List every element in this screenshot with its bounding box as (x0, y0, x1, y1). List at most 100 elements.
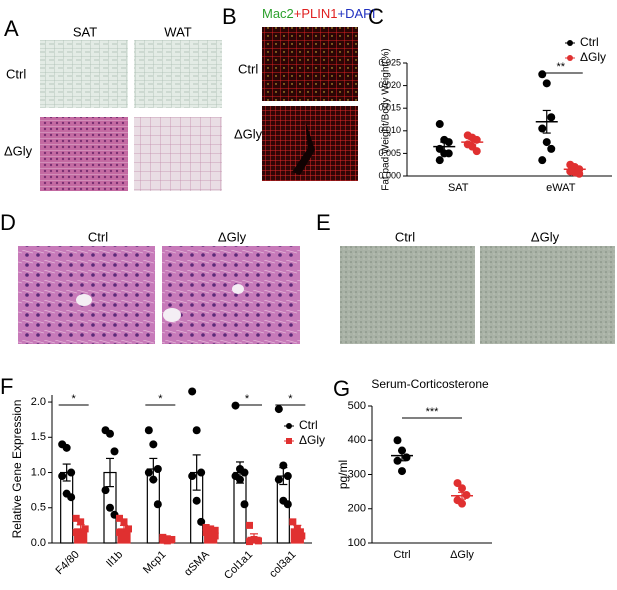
data-point (575, 169, 584, 178)
y-tick-label: 0.025 (378, 57, 401, 67)
stain-label: Mac2+PLIN1+DAPI (262, 6, 375, 21)
x-tick-label: αSMA (182, 548, 212, 578)
data-point (202, 528, 210, 536)
panel-label: B (222, 4, 237, 29)
column-label: Ctrl (88, 229, 108, 244)
data-point (283, 472, 292, 481)
data-point (153, 465, 162, 473)
data-point (402, 453, 411, 462)
data-point (192, 496, 201, 505)
y-axis-label: Fat pad Weight/Body Weight(%) (381, 48, 392, 190)
x-tick-label: F4/80 (53, 549, 81, 577)
data-point (202, 523, 210, 531)
histology-image (134, 117, 222, 191)
y-tick-label: 0.015 (378, 103, 401, 113)
data-point (207, 531, 215, 539)
data-point (77, 535, 85, 543)
y-tick-label: 1.0 (31, 466, 46, 478)
data-point (547, 113, 556, 122)
data-point (231, 401, 240, 410)
legend-marker (567, 40, 573, 46)
data-point (246, 521, 253, 529)
column-label: ΔGly (218, 229, 247, 244)
histology-image (40, 40, 128, 108)
data-point (289, 518, 297, 526)
vessel (232, 284, 244, 294)
data-point (538, 70, 547, 79)
panel-label: F (0, 374, 13, 399)
x-tick-label: Col1a1 (222, 549, 255, 582)
data-point (77, 518, 85, 526)
legend-marker (286, 423, 292, 429)
x-tick-label: col3a1 (267, 549, 298, 580)
data-point (125, 525, 132, 533)
data-point (67, 493, 76, 502)
data-point (398, 467, 406, 476)
data-point (538, 156, 547, 165)
y-tick-label: 100 (348, 537, 366, 549)
data-point (120, 532, 128, 540)
y-tick-label: 0.005 (378, 148, 401, 158)
data-point (542, 79, 551, 88)
significance-label: * (158, 393, 163, 405)
data-point (240, 500, 249, 509)
data-point (542, 138, 551, 147)
data-point (538, 124, 547, 133)
column-label: ΔGly (531, 229, 560, 244)
stain-part: +PLIN1 (294, 6, 338, 21)
data-point (458, 484, 466, 493)
data-point (72, 528, 80, 536)
data-point (62, 443, 71, 452)
legend-label: Ctrl (580, 35, 599, 49)
chart-title: Serum-Corticosterone (371, 377, 489, 391)
y-tick-label: 300 (348, 468, 366, 480)
panel-label: A (4, 16, 19, 41)
data-point (101, 486, 110, 495)
y-tick-label: 0.020 (378, 80, 401, 90)
data-point (435, 120, 444, 129)
data-point (472, 147, 481, 156)
data-point (149, 440, 158, 449)
data-point (106, 429, 114, 438)
data-point (144, 468, 153, 477)
data-point (453, 479, 462, 488)
data-point (211, 526, 219, 534)
y-tick-label: 0.000 (378, 170, 401, 180)
y-axis-label: pg/ml (336, 460, 350, 489)
data-point (444, 138, 453, 147)
data-point (81, 525, 89, 533)
data-point (144, 426, 153, 435)
legend-label: ΔGly (299, 433, 325, 447)
data-point (393, 436, 402, 445)
row-label: Ctrl (6, 66, 26, 81)
row-label: Ctrl (238, 61, 258, 76)
stain-part: Mac2 (262, 6, 294, 21)
x-tick-label: Il1b (104, 549, 125, 570)
x-tick-label: ΔGly (450, 549, 474, 561)
y-axis-label: Relative Gene Expression (10, 400, 24, 539)
data-point (67, 468, 76, 477)
data-point (458, 499, 466, 508)
data-point (283, 500, 292, 509)
data-point (207, 525, 215, 533)
data-point (163, 537, 171, 545)
x-tick-label: eWAT (546, 182, 576, 194)
legend-marker (567, 55, 573, 61)
data-point (393, 456, 402, 465)
histology-image (40, 117, 128, 191)
y-tick-label: 200 (348, 503, 366, 515)
data-point (246, 538, 253, 546)
data-point (192, 426, 201, 435)
data-point (188, 472, 197, 481)
data-point (435, 156, 444, 165)
x-tick-label: Ctrl (393, 549, 410, 561)
significance-label: * (72, 393, 77, 405)
stain-part: +DAPI (338, 6, 376, 21)
data-point (168, 535, 176, 543)
data-point (211, 532, 219, 540)
data-point (197, 468, 206, 477)
column-label: Ctrl (395, 229, 415, 244)
significance-label: * (245, 393, 250, 405)
data-point (197, 517, 206, 526)
